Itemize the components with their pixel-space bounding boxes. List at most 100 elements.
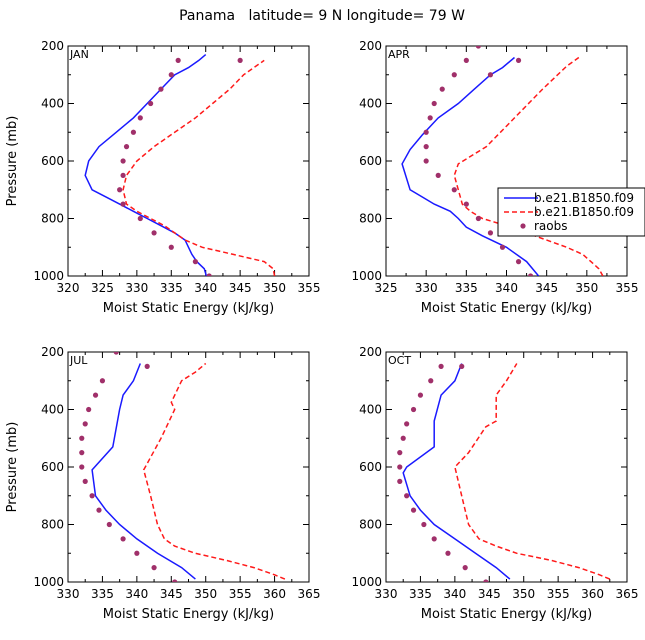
obs-point (421, 521, 427, 528)
obs-point (487, 72, 494, 78)
obs-point (475, 46, 481, 49)
obs-point (397, 478, 403, 484)
obs-point (462, 565, 468, 571)
obs-point (435, 172, 441, 178)
obs-point (423, 129, 429, 135)
x-tick-label: 325 (375, 281, 398, 295)
panel-label: OCT (388, 354, 411, 367)
x-tick-label: 330 (125, 281, 148, 295)
x-tick-label: 335 (91, 587, 114, 601)
y-tick-label: 400 (41, 403, 64, 417)
obs-point (397, 450, 403, 456)
panel-apr: APR 325 330 335 340 345 350 355 200 400 600 800 1000… (351, 39, 638, 316)
series-line-model1 (402, 363, 511, 580)
series-line-model2 (122, 59, 276, 276)
x-tick-label: 335 (409, 587, 432, 601)
panel-label: APR (388, 48, 410, 61)
x-tick-label: 350 (194, 587, 217, 601)
series-line-model1 (84, 54, 208, 276)
y-tick-label: 600 (359, 154, 382, 168)
x-tick-label: 345 (160, 587, 183, 601)
x-tick-label: 350 (263, 281, 286, 295)
y-tick-label: 400 (359, 403, 382, 417)
x-tick-label: 340 (194, 281, 217, 295)
x-tick-label: 335 (455, 281, 478, 295)
x-tick-label: 335 (160, 281, 183, 295)
obs-point (168, 72, 174, 78)
obs-point (99, 378, 106, 384)
obs-point (79, 450, 85, 456)
series-group (397, 363, 611, 582)
obs-point (483, 579, 489, 582)
plot-frame (385, 45, 628, 277)
x-axis-label: Moist Static Energy (kJ/kg) (103, 607, 274, 622)
x-axis-label: Moist Static Energy (kJ/kg) (421, 607, 592, 622)
y-tick-label: 800 (359, 518, 382, 532)
x-tick-label: 340 (125, 587, 148, 601)
obs-point (89, 493, 95, 499)
obs-point (206, 273, 212, 276)
obs-point (96, 507, 102, 513)
y-tick-label: 1000 (351, 269, 382, 283)
obs-point (120, 158, 126, 164)
y-tick-label: 1000 (351, 575, 382, 589)
obs-point (192, 259, 198, 265)
obs-point (175, 57, 181, 63)
series-line-model2 (453, 56, 604, 276)
legend-label: raobs (534, 219, 568, 233)
obs-point (410, 406, 417, 413)
plot-frame (385, 351, 628, 583)
obs-point (515, 57, 522, 63)
obs-point (151, 565, 157, 571)
x-tick-label: 320 (57, 281, 80, 295)
obs-point (168, 244, 174, 250)
obs-point (431, 100, 437, 107)
obs-point (79, 464, 85, 470)
legend-label: b.e21.B1850.f09 (534, 205, 634, 219)
y-tick-label: 1000 (33, 575, 64, 589)
y-tick-label: 600 (41, 154, 64, 168)
x-tick-label: 350 (575, 281, 598, 295)
obs-point (123, 144, 130, 150)
y-tick-label: 200 (41, 39, 64, 53)
y-tick-label: 800 (41, 518, 64, 532)
obs-point (438, 363, 444, 369)
obs-point (515, 259, 522, 265)
series-group (79, 352, 286, 582)
obs-point (92, 392, 99, 398)
obs-point (451, 187, 457, 193)
x-tick-label: 340 (443, 587, 466, 601)
series-line-model2 (142, 362, 286, 580)
obs-point (528, 273, 534, 276)
x-tick-label: 340 (495, 281, 518, 295)
legend-label: b.e21.B1850.f09 (534, 191, 634, 205)
obs-point (86, 406, 92, 413)
obs-point (79, 435, 85, 441)
obs-point (428, 378, 434, 384)
obs-point (463, 201, 469, 207)
y-tick-label: 600 (41, 460, 64, 474)
figure-title: Panama latitude= 9 N longitude= 79 W (179, 8, 465, 24)
obs-point (113, 352, 119, 355)
obs-point (172, 579, 178, 582)
obs-point (82, 478, 88, 484)
series-line-model1 (401, 56, 540, 276)
obs-point (237, 57, 243, 63)
y-axis-label: Pressure (mb) (5, 422, 20, 513)
obs-point (410, 507, 417, 513)
series-line-model2 (454, 363, 611, 580)
obs-point (404, 493, 410, 499)
y-tick-label: 1000 (33, 269, 64, 283)
x-tick-label: 325 (91, 281, 114, 295)
obs-point (499, 244, 506, 250)
obs-point (106, 521, 112, 528)
obs-point (431, 536, 437, 542)
panel-jul: JUL 330 335 340 345 350 355 360 365 200 400 600 800 1… (5, 345, 320, 622)
obs-point (397, 464, 403, 470)
obs-point (439, 86, 445, 92)
obs-point (82, 421, 88, 427)
obs-point (459, 363, 465, 369)
x-tick-label: 355 (229, 587, 252, 601)
